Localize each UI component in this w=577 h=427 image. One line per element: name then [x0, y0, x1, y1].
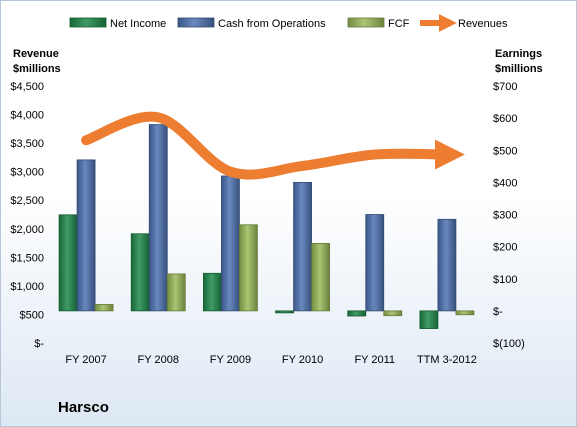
right-axis-tick-label: $300	[493, 210, 517, 222]
bar-cash-from-operations	[221, 175, 240, 312]
bar-fcf	[383, 310, 403, 317]
left-axis-tick-label: $1,500	[10, 252, 44, 264]
right-axis-tick-label: $400	[493, 177, 517, 189]
legend-fcf-label: FCF	[388, 18, 410, 30]
right-axis-title-line-1: Earnings	[495, 48, 543, 60]
company-name: Harsco	[58, 399, 109, 416]
left-axis-tick-label: $2,500	[10, 195, 44, 207]
right-axis-tick-label: $100	[493, 274, 517, 286]
left-axis-tick-label: $3,000	[10, 167, 44, 179]
right-axis-title-line-2: $millions	[495, 63, 543, 75]
bar-net-income	[347, 310, 367, 317]
bar-net-income	[275, 310, 294, 314]
right-axis-title: Earnings $millions	[495, 47, 543, 77]
right-axis-tick-label: $200	[493, 242, 517, 254]
bar-fcf	[94, 304, 114, 312]
left-axis-tick-label: $3,500	[10, 138, 44, 150]
bar-cash-from-operations	[365, 214, 385, 312]
x-axis-tick-label: FY 2009	[210, 354, 251, 366]
left-axis-tick-label: $4,500	[10, 81, 44, 93]
left-axis-tick-label: $2,000	[10, 224, 44, 236]
right-axis-tick-label: $500	[493, 145, 517, 157]
bar-fcf	[239, 224, 258, 312]
bar-cash-from-operations	[148, 124, 168, 312]
legend-fcf-swatch	[347, 17, 385, 28]
legend-cash-from-operations-swatch	[177, 17, 215, 28]
left-axis-tick-label: $4,000	[10, 110, 44, 122]
bar-fcf	[455, 310, 475, 316]
x-axis-tick-label: FY 2008	[138, 354, 179, 366]
left-axis-title-line-2: $millions	[13, 63, 61, 75]
x-axis-tick-label: FY 2011	[354, 354, 395, 366]
x-axis-tick-label: TTM 3-2012	[417, 354, 477, 366]
x-axis-tick-label: FY 2010	[282, 354, 323, 366]
right-axis-tick-label: $-	[493, 306, 503, 318]
bar-net-income	[419, 310, 439, 329]
legend-net-income-label: Net Income	[110, 18, 166, 30]
bar-cash-from-operations	[293, 181, 312, 312]
left-axis-tick-label: $1,000	[10, 281, 44, 293]
x-axis-tick-label: FY 2007	[65, 354, 106, 366]
bar-cash-from-operations	[437, 218, 457, 312]
right-axis-tick-label: $(100)	[493, 338, 525, 350]
bar-fcf	[311, 243, 330, 312]
revenues-line	[81, 111, 465, 180]
left-axis-tick-label: $500	[20, 309, 44, 321]
right-axis-tick-label: $700	[493, 81, 517, 93]
bar-net-income	[58, 214, 78, 312]
bar-cash-from-operations	[76, 159, 96, 312]
left-axis-title-line-1: Revenue	[13, 48, 59, 60]
right-axis-tick-label: $600	[493, 113, 517, 125]
legend-net-income-swatch	[69, 17, 107, 28]
bar-net-income	[203, 272, 222, 312]
bar-net-income	[130, 233, 150, 312]
bar-fcf	[166, 273, 186, 312]
legend-cash-from-operations-label: Cash from Operations	[218, 18, 326, 30]
left-axis-title: Revenue $millions	[13, 47, 61, 77]
legend-revenues-label: Revenues	[458, 18, 508, 30]
left-axis-tick-label: $-	[34, 338, 44, 350]
